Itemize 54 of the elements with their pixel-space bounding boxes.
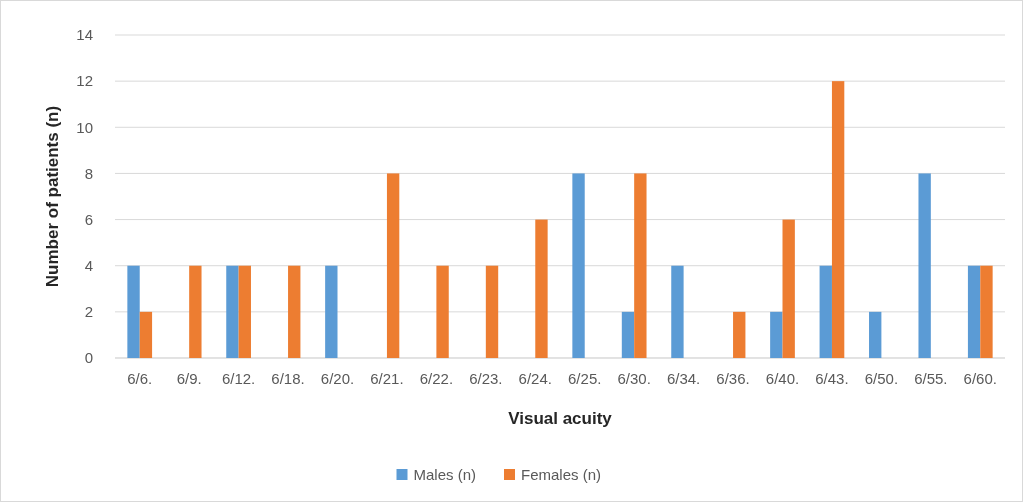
- x-tick-label: 6/6.: [127, 370, 153, 387]
- bar: [288, 265, 301, 358]
- x-tick-label: 6/21.: [370, 370, 404, 387]
- bar: [967, 265, 981, 358]
- y-axis-title: Number of patients (n): [43, 105, 62, 288]
- y-tick-label: 6: [84, 210, 93, 228]
- bar: [139, 311, 153, 358]
- bar: [980, 265, 993, 358]
- x-tick-label: 6/12.: [221, 370, 256, 387]
- bar: [621, 311, 635, 358]
- y-tick-label: 10: [76, 118, 93, 136]
- legend-label: Females (n): [521, 466, 602, 484]
- bar: [634, 173, 647, 358]
- y-tick-label: 8: [84, 164, 93, 182]
- x-tick-label: 6/43.: [815, 370, 849, 387]
- bar: [189, 265, 202, 358]
- x-tick-label: 6/50.: [864, 370, 899, 387]
- y-tick-label: 12: [76, 72, 93, 90]
- bar: [325, 265, 338, 358]
- x-tick-label: 6/24.: [518, 370, 552, 387]
- y-tick-label: 4: [84, 256, 93, 274]
- bar: [918, 173, 931, 358]
- bar: [733, 311, 746, 358]
- legend-label: Males (n): [413, 466, 477, 484]
- y-tick-label: 2: [84, 303, 93, 321]
- bar: [572, 173, 585, 358]
- x-tick-label: 6/40.: [765, 370, 800, 387]
- bar: [869, 311, 882, 358]
- x-tick-label: 6/36.: [716, 370, 750, 387]
- bar: [485, 265, 499, 358]
- x-tick-label: 6/23.: [469, 370, 503, 387]
- bar: [127, 265, 140, 358]
- x-tick-label: 6/18.: [271, 370, 305, 387]
- bar: [386, 173, 400, 358]
- bar: [436, 265, 449, 358]
- bar: [535, 219, 548, 358]
- x-axis-title: Visual acuity: [508, 409, 613, 428]
- bar: [819, 265, 832, 358]
- bar: [671, 265, 684, 358]
- x-tick-label: 6/34.: [666, 370, 701, 387]
- bar: [238, 265, 251, 358]
- x-tick-label: 6/25.: [568, 370, 602, 387]
- x-tick-label: 6/60.: [963, 370, 997, 387]
- y-tick-label: 0: [84, 349, 93, 367]
- x-tick-label: 6/30.: [617, 370, 651, 387]
- x-tick-label: 6/20.: [320, 370, 355, 387]
- y-tick-label: 14: [76, 26, 93, 44]
- bar: [831, 81, 845, 358]
- bar: [226, 265, 239, 358]
- x-tick-label: 6/55.: [914, 370, 948, 387]
- x-tick-label: 6/22.: [419, 370, 454, 387]
- bar: [770, 311, 783, 358]
- bar: [782, 219, 795, 358]
- x-tick-label: 6/9.: [176, 370, 202, 387]
